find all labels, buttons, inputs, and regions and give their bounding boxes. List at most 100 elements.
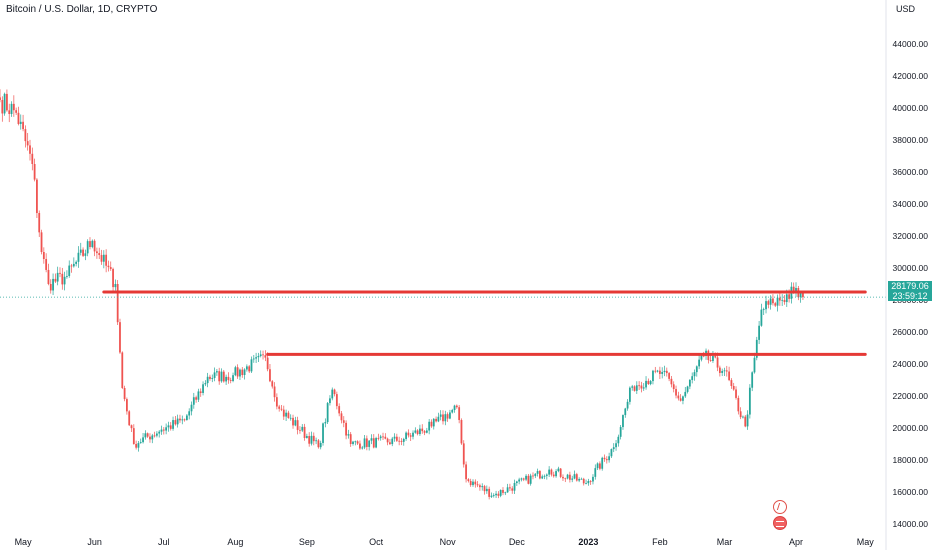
candle-body <box>128 411 131 426</box>
candle-body <box>460 420 463 444</box>
candle-body <box>19 121 22 124</box>
candle-body <box>379 436 382 439</box>
candle-body <box>675 389 677 396</box>
candle-body <box>174 420 177 425</box>
candle-body <box>130 425 133 429</box>
candle-body <box>559 468 562 477</box>
candle-body <box>758 325 760 340</box>
time-tick-label: May <box>15 537 33 547</box>
candle-body <box>421 428 424 432</box>
candle-body <box>77 252 80 262</box>
candle-body <box>695 366 698 373</box>
candle-body <box>349 434 352 444</box>
candle-body <box>116 284 119 323</box>
candle-body <box>612 447 615 450</box>
candle-body <box>548 469 551 475</box>
flag-icon[interactable] <box>773 516 787 530</box>
candle-body <box>252 358 255 360</box>
candle-body <box>412 432 414 437</box>
candle-body <box>485 488 488 492</box>
candle-body <box>86 241 89 254</box>
candle-body <box>151 435 154 440</box>
candle-body <box>670 378 673 385</box>
time-axis[interactable]: May Jun Jul Aug Sep Oct Nov Dec 2023 Feb Mar Apr May <box>15 537 875 547</box>
candle-body <box>449 412 451 419</box>
chart-symbol-title[interactable]: Bitcoin / U.S. Dollar, 1D, CRYPTO <box>6 4 158 15</box>
price-axis[interactable]: 14000.00 16000.00 18000.00 20000.00 22000.00… <box>885 0 929 550</box>
candle-body <box>342 420 345 423</box>
price-tick-label: 30000.00 <box>893 263 929 273</box>
candle-body <box>686 386 689 392</box>
candle-body <box>432 418 435 427</box>
candle-body <box>241 369 244 376</box>
candle-body <box>338 406 341 414</box>
candle-body <box>723 370 726 372</box>
price-tick-label: 16000.00 <box>893 487 929 497</box>
candle-body <box>525 475 527 480</box>
candle-body <box>102 254 105 262</box>
candle-body <box>647 380 650 385</box>
candle-body <box>181 419 184 421</box>
candle-body <box>36 179 38 214</box>
candle-body <box>481 486 484 488</box>
candle-body <box>668 373 671 379</box>
candle-body <box>144 433 147 438</box>
candle-body <box>395 436 398 441</box>
candle-body <box>735 389 737 398</box>
candle-body <box>56 272 59 282</box>
candle-body <box>569 474 571 480</box>
candle-body <box>718 367 721 373</box>
candle-body <box>640 385 643 389</box>
candle-body <box>100 255 103 262</box>
candle-body <box>700 355 703 360</box>
candle-body <box>679 398 682 401</box>
horizontal-levels[interactable] <box>102 290 867 356</box>
candle-body <box>294 420 297 426</box>
candle-body <box>677 395 680 399</box>
price-tick-label: 14000.00 <box>893 519 929 529</box>
candle-body <box>769 298 772 305</box>
candle-body <box>781 299 784 301</box>
candle-body <box>17 112 20 124</box>
candle-body <box>453 405 456 410</box>
candle-body <box>776 297 779 306</box>
candle-body <box>425 430 428 433</box>
candle-body <box>725 370 728 372</box>
flash-icon[interactable] <box>773 500 787 514</box>
candle-body <box>245 366 248 370</box>
candle-body <box>428 421 431 431</box>
candle-body <box>716 357 719 368</box>
candle-body <box>543 475 546 477</box>
candle-series <box>0 89 804 500</box>
candle-body <box>645 380 647 388</box>
candle-body <box>363 438 366 448</box>
time-tick-label: Oct <box>369 537 384 547</box>
candle-body <box>672 384 675 390</box>
candle-body <box>359 443 361 449</box>
candle-body <box>578 478 581 481</box>
candle-body <box>407 432 410 436</box>
candle-body <box>285 412 288 417</box>
candle-body <box>698 359 701 367</box>
candle-body <box>409 435 412 437</box>
candle-body <box>375 438 377 448</box>
candle-body <box>289 417 292 419</box>
candle-body <box>455 405 458 408</box>
candle-body <box>626 401 629 409</box>
candle-body <box>691 376 694 380</box>
price-tick-label: 40000.00 <box>893 103 929 113</box>
candle-body <box>225 376 228 382</box>
candle-body <box>10 103 13 114</box>
price-tick-label: 44000.00 <box>893 39 929 49</box>
candle-body <box>751 372 754 388</box>
candle-body <box>282 409 285 417</box>
candle-body <box>75 261 78 264</box>
candle-body <box>335 394 338 407</box>
candle-body <box>287 412 290 418</box>
candle-body <box>488 488 491 497</box>
candle-body <box>105 254 108 266</box>
candle-body <box>541 476 544 479</box>
price-scale-currency: USD <box>896 4 916 14</box>
candle-body <box>492 495 495 496</box>
